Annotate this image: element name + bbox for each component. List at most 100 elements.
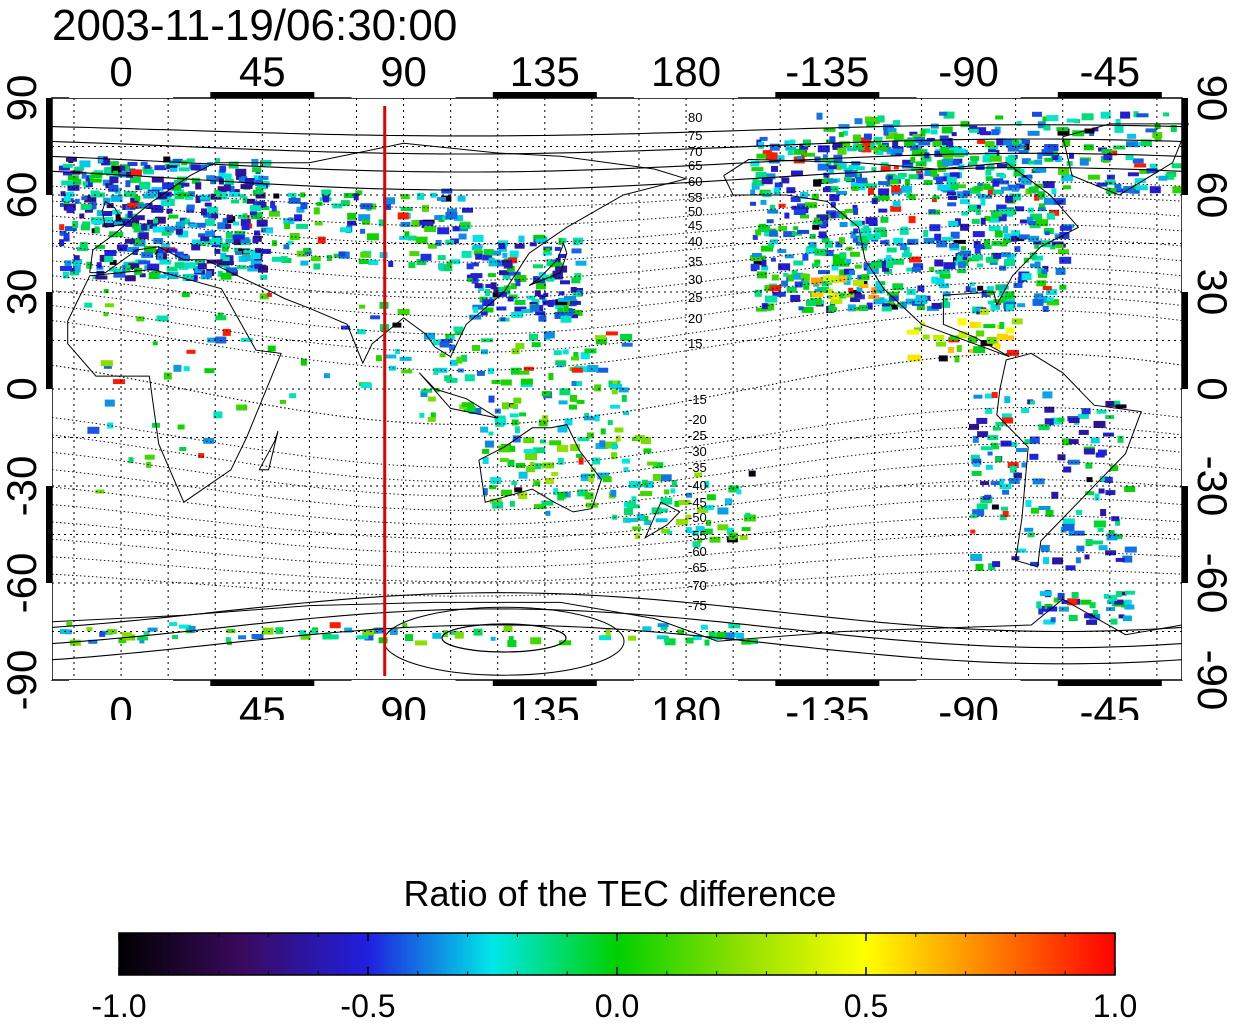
- data-cell: [1041, 149, 1054, 156]
- data-cell: [839, 269, 847, 277]
- data-cell: [857, 183, 866, 191]
- data-cell: [1072, 130, 1085, 137]
- data-cell: [88, 639, 98, 644]
- data-cell: [440, 339, 453, 343]
- data-cell: [986, 286, 994, 294]
- data-cell: [991, 211, 1001, 219]
- data-cell: [1004, 396, 1011, 404]
- top-lon-tick-label: 135: [510, 48, 580, 95]
- data-cell: [449, 238, 459, 244]
- data-cell: [229, 192, 240, 197]
- data-cell: [214, 248, 221, 254]
- data-cell: [800, 280, 810, 286]
- data-cell: [893, 165, 899, 170]
- data-cell: [178, 167, 190, 172]
- data-cell: [1165, 173, 1175, 180]
- data-cell: [956, 345, 962, 353]
- data-cell: [441, 264, 453, 272]
- data-cell: [818, 221, 829, 227]
- data-cell: [1023, 257, 1029, 263]
- data-cell: [555, 299, 568, 306]
- bottom-lon-tick-label: 180: [651, 688, 721, 720]
- data-cell: [1015, 183, 1025, 189]
- data-cell: [530, 637, 542, 645]
- contour-label: -40: [688, 478, 707, 493]
- bottom-lon-tick-label: 90: [380, 688, 427, 720]
- data-cell: [404, 231, 410, 237]
- data-cell: [607, 420, 613, 426]
- top-tick-bar: [775, 92, 880, 98]
- data-cell: [288, 217, 294, 222]
- data-cell: [656, 508, 668, 513]
- data-cell: [161, 243, 171, 249]
- data-cell: [214, 191, 222, 198]
- data-cell: [939, 111, 948, 116]
- data-cell: [356, 329, 366, 335]
- data-cell: [1006, 349, 1019, 356]
- data-cell: [99, 631, 106, 637]
- data-cell: [623, 508, 633, 516]
- data-cell: [883, 128, 889, 136]
- data-cell: [300, 633, 311, 640]
- data-cell: [571, 381, 577, 386]
- data-cell: [784, 140, 790, 147]
- data-cell: [1132, 158, 1144, 164]
- data-cell: [492, 292, 502, 298]
- data-cell: [706, 519, 712, 526]
- data-cell: [992, 561, 1001, 568]
- data-cell: [454, 215, 463, 222]
- data-cell: [156, 315, 169, 322]
- data-cell: [957, 261, 966, 269]
- data-cell: [1042, 116, 1048, 122]
- data-cell: [557, 491, 566, 497]
- data-cell: [151, 176, 164, 183]
- data-cell: [975, 164, 985, 170]
- data-cell: [67, 184, 80, 191]
- data-cell: [862, 142, 875, 148]
- data-cell: [353, 193, 359, 201]
- data-cell: [576, 381, 582, 387]
- data-cell: [1029, 223, 1041, 229]
- data-cell: [85, 175, 92, 183]
- data-cell: [674, 500, 680, 507]
- data-cell: [136, 316, 145, 322]
- data-cell: [1076, 545, 1085, 552]
- data-cell: [79, 213, 85, 219]
- data-cell: [1029, 252, 1037, 260]
- data-cell: [79, 241, 88, 249]
- data-cell: [508, 271, 521, 276]
- data-cell: [853, 141, 860, 148]
- data-cell: [871, 287, 877, 295]
- data-cell: [756, 179, 765, 186]
- data-cell: [871, 116, 880, 124]
- data-cell: [839, 222, 848, 227]
- data-cell: [1115, 518, 1121, 526]
- data-cell: [225, 223, 232, 229]
- data-cell: [751, 182, 760, 190]
- data-cell: [91, 218, 104, 225]
- data-cell: [960, 121, 970, 128]
- data-cell: [460, 222, 471, 229]
- data-cell: [805, 202, 817, 209]
- data-cell: [992, 190, 1002, 195]
- data-cell: [849, 270, 855, 275]
- data-cell: [63, 200, 69, 205]
- data-cell: [685, 514, 692, 520]
- data-cell: [610, 404, 621, 409]
- data-cell: [378, 219, 385, 227]
- data-cell: [980, 340, 993, 347]
- data-cell: [172, 635, 178, 639]
- data-cell: [138, 232, 149, 240]
- data-cell: [641, 479, 648, 487]
- data-cell: [893, 237, 904, 245]
- data-cell: [498, 243, 506, 250]
- data-cell: [98, 156, 104, 163]
- data-cell: [605, 331, 618, 336]
- data-cell: [127, 162, 138, 166]
- data-cell: [728, 623, 741, 629]
- data-cell: [64, 260, 72, 267]
- data-cell: [559, 388, 571, 396]
- data-cell: [255, 192, 266, 199]
- data-cell: [1046, 301, 1058, 306]
- data-cell: [499, 458, 509, 463]
